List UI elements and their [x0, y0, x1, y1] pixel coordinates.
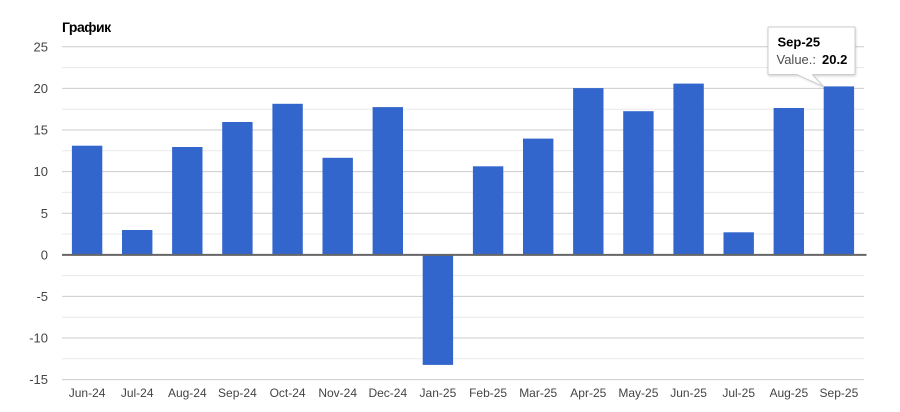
- svg-text:Apr-25: Apr-25: [570, 386, 606, 400]
- svg-text:20.2: 20.2: [822, 52, 847, 67]
- svg-text:Value.:: Value.:: [777, 52, 817, 67]
- svg-text:May-25: May-25: [618, 386, 658, 400]
- svg-text:-15: -15: [29, 372, 48, 387]
- svg-text:Aug-25: Aug-25: [769, 386, 808, 400]
- svg-text:Aug-24: Aug-24: [168, 386, 207, 400]
- svg-text:5: 5: [41, 206, 48, 221]
- svg-text:Oct-24: Oct-24: [270, 386, 306, 400]
- svg-text:Jan-25: Jan-25: [420, 386, 457, 400]
- svg-text:Nov-24: Nov-24: [318, 386, 357, 400]
- svg-text:10: 10: [34, 164, 48, 179]
- svg-text:-10: -10: [29, 331, 48, 346]
- svg-text:Feb-25: Feb-25: [469, 386, 507, 400]
- svg-text:Jul-25: Jul-25: [722, 386, 755, 400]
- svg-text:-5: -5: [36, 289, 48, 304]
- svg-text:0: 0: [41, 247, 48, 262]
- svg-text:15: 15: [34, 123, 48, 138]
- svg-text:Sep-24: Sep-24: [218, 386, 257, 400]
- svg-text:Sep-25: Sep-25: [820, 386, 859, 400]
- svg-text:График: График: [62, 19, 112, 35]
- svg-text:20: 20: [34, 81, 48, 96]
- svg-text:25: 25: [34, 39, 48, 54]
- svg-text:Dec-24: Dec-24: [368, 386, 407, 400]
- svg-text:Sep-25: Sep-25: [778, 34, 821, 49]
- svg-text:Jun-24: Jun-24: [69, 386, 106, 400]
- svg-text:Jun-25: Jun-25: [670, 386, 707, 400]
- svg-text:Jul-24: Jul-24: [121, 386, 154, 400]
- svg-text:Mar-25: Mar-25: [519, 386, 557, 400]
